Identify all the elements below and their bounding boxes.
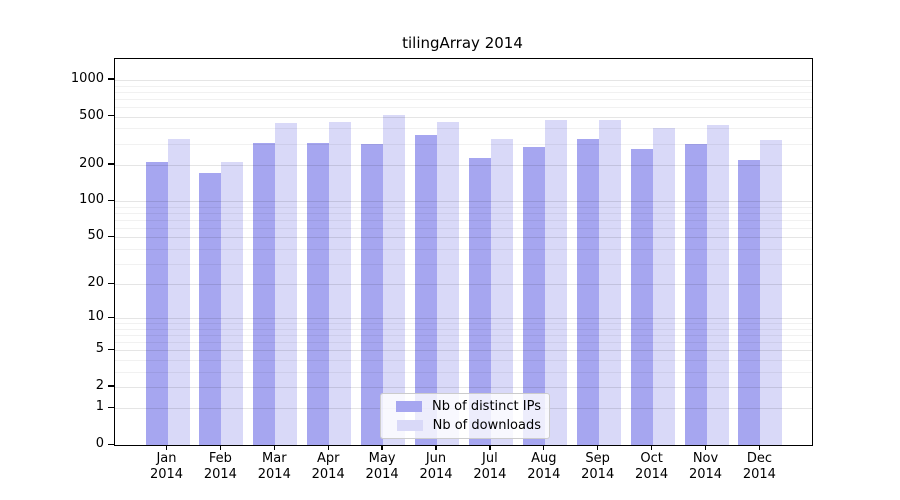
bar-nb-of-distinct-ips-apr [307,142,330,445]
y-tick-mark-1 [108,406,114,409]
x-tick-mark-mar [273,445,275,450]
x-tick-mark-jan [165,445,168,450]
legend-label-distinct-ips: Nb of distinct IPs [432,399,541,414]
gridline-500 [115,116,812,118]
bar-nb-of-distinct-ips-feb [199,173,222,445]
legend-swatch-distinct-ips [396,401,423,412]
bar-nb-of-downloads-nov [706,125,729,445]
x-tick-label-mar: Mar 2014 [257,451,291,482]
bar-nb-of-distinct-ips-jan [145,162,168,445]
y-tick-mark-1000 [108,78,114,80]
gridline-1000 [115,80,812,81]
plot-area: Nb of distinct IPs Nb of downloads [114,58,813,446]
y-tick-label-1: 1 [95,399,104,415]
y-tick-mark-0 [108,443,114,445]
gridline-800 [115,91,812,93]
x-tick-label-jan: Jan 2014 [149,451,184,482]
gridline-600 [115,106,812,108]
gridline-700 [115,98,812,100]
y-tick-label-0: 0 [95,436,104,451]
y-tick-label-20: 20 [87,275,104,291]
x-tick-mark-apr [327,445,329,450]
x-tick-mark-nov [704,445,707,450]
y-tick-label-200: 200 [79,155,104,171]
x-tick-label-jun: Jun 2014 [419,451,453,482]
x-tick-mark-jul [489,445,491,450]
y-tick-mark-5 [108,348,114,351]
x-tick-mark-oct [650,445,653,450]
x-tick-mark-may [381,445,383,450]
bar-nb-of-downloads-may [383,114,406,445]
gridline-900 [115,85,812,87]
bar-nb-of-distinct-ips-jun [415,134,437,445]
bar-nb-of-downloads-mar [275,123,298,445]
bar-nb-of-downloads-dec [760,140,783,445]
y-tick-mark-200 [108,163,114,165]
x-tick-mark-jun [435,445,437,450]
x-tick-label-dec: Dec 2014 [742,451,776,482]
x-tick-label-nov: Nov 2014 [688,451,723,482]
x-tick-label-aug: Aug 2014 [527,451,561,482]
chart-title: tilingArray 2014 [402,34,523,52]
y-tick-label-500: 500 [79,107,104,123]
x-tick-mark-dec [758,445,761,450]
bar-nb-of-distinct-ips-oct [630,149,653,445]
x-tick-label-apr: Apr 2014 [311,451,345,482]
legend: Nb of distinct IPs Nb of downloads [380,393,550,439]
x-tick-label-oct: Oct 2014 [635,451,669,482]
bar-nb-of-downloads-jun [437,122,459,445]
bar-nb-of-downloads-sep [598,119,621,445]
x-tick-label-may: May 2014 [365,451,399,482]
y-tick-label-1000: 1000 [70,70,104,86]
bar-nb-of-downloads-jul [490,138,513,445]
y-tick-mark-10 [108,316,114,319]
bar-nb-of-distinct-ips-aug [522,147,545,445]
legend-label-downloads: Nb of downloads [432,418,541,433]
bar-nb-of-downloads-feb [221,162,244,445]
bar-nb-of-downloads-aug [544,120,567,445]
x-tick-mark-sep [597,445,599,450]
y-tick-label-50: 50 [87,228,104,244]
y-tick-label-5: 5 [95,341,104,357]
x-tick-label-feb: Feb 2014 [203,451,237,482]
bar-nb-of-distinct-ips-may [361,143,384,445]
y-tick-mark-500 [108,115,114,117]
y-tick-label-2: 2 [95,377,104,393]
legend-row-downloads: Nb of downloads [387,418,541,434]
y-tick-label-100: 100 [79,192,104,208]
bar-nb-of-distinct-ips-mar [253,142,276,445]
bar-nb-of-downloads-oct [652,128,675,445]
x-tick-label-jul: Jul 2014 [473,451,507,482]
y-tick-label-10: 10 [87,309,104,325]
y-tick-mark-100 [108,199,114,202]
legend-row-distinct-ips: Nb of distinct IPs [387,399,541,415]
bar-nb-of-downloads-jan [167,139,190,445]
bar-nb-of-distinct-ips-jul [468,157,491,445]
x-tick-label-sep: Sep 2014 [581,451,615,482]
y-tick-mark-2 [108,385,114,387]
bar-nb-of-distinct-ips-nov [684,144,707,445]
bar-nb-of-distinct-ips-sep [576,139,599,445]
bar-nb-of-distinct-ips-dec [738,159,761,445]
y-tick-mark-50 [108,235,114,238]
x-tick-mark-aug [543,445,545,450]
x-tick-mark-feb [219,445,222,450]
y-tick-mark-20 [108,282,114,285]
bar-nb-of-downloads-apr [329,121,352,445]
legend-swatch-downloads [396,420,423,431]
